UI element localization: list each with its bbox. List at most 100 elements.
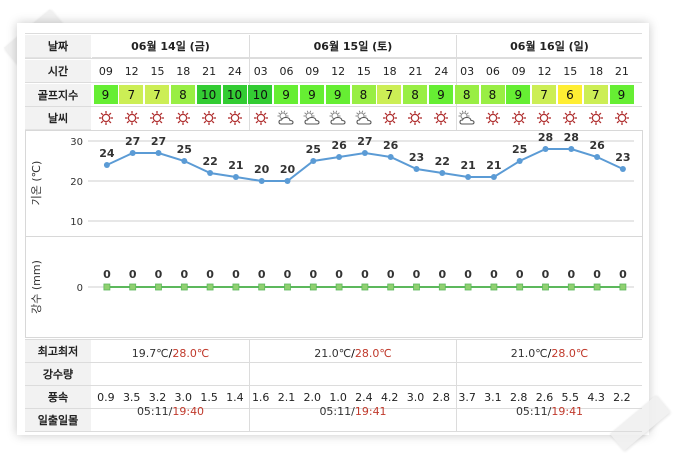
sun-icon	[248, 108, 274, 128]
wind-cell: 4.3	[587, 390, 605, 404]
partly-cloudy-icon	[274, 108, 300, 128]
temperature-point	[465, 174, 472, 180]
temperature-data-label: 21	[460, 159, 475, 172]
golf-index-cell: 10	[248, 85, 273, 104]
golf-index-cell: 7	[145, 85, 170, 104]
precipitation-data-label: 0	[232, 268, 240, 281]
temperature-data-label: 22	[202, 155, 217, 168]
temperature-chart: 기온 (℃) 30 20 10 24 27 27 25 22 21 20 20 25 26 27 26 23 2…	[25, 130, 643, 237]
golf-index-cell: 9	[428, 85, 453, 104]
precipitation-point	[335, 283, 343, 291]
precipitation-data-label: 0	[335, 268, 343, 281]
wind-cell: 2.1	[277, 390, 296, 404]
hour-cell: 09	[305, 64, 320, 78]
precipitation-data-label: 0	[413, 268, 421, 281]
precipitation-data-label: 0	[103, 268, 111, 281]
partly-cloudy-icon	[325, 108, 351, 128]
temperature-point	[439, 170, 446, 176]
temperature-chart-svg: 기온 (℃) 30 20 10 24 27 27 25 22 21 20 20 25 26 27 26 23 2…	[30, 131, 634, 228]
date-header-day3: 06월 16일 (일)	[457, 35, 642, 58]
sun-icon	[119, 108, 145, 128]
date-header-day1: 06월 14일 (금)	[92, 35, 249, 58]
wind-cell: 2.6	[535, 390, 554, 404]
temperature-data-label: 25	[306, 143, 321, 156]
golf-index-cell: 9	[93, 85, 118, 104]
precipitation-data-label: 0	[619, 268, 627, 281]
precipitation-data-label: 0	[438, 268, 446, 281]
sunset-time: 19:41	[551, 404, 584, 418]
partly-cloudy-icon	[351, 108, 377, 128]
hour-cell: 06	[485, 64, 500, 78]
table-divider	[25, 385, 642, 386]
min-max-day3: 21.0℃/28.0℃	[510, 346, 589, 360]
temperature-data-label: 28	[564, 131, 579, 144]
precipitation-point	[542, 283, 549, 291]
temperature-tick-label: 20	[70, 177, 83, 188]
precipitation-data-label: 0	[258, 268, 266, 281]
temperature-tick-label: 30	[70, 137, 83, 148]
golf-index-cell: 9	[274, 85, 299, 104]
temperature-data-label: 23	[409, 151, 424, 164]
table-divider	[25, 58, 642, 59]
hour-cell: 18	[176, 64, 191, 78]
partly-cloudy-icon	[299, 108, 325, 128]
golf-index-cell: 10	[196, 85, 221, 104]
day-separator	[456, 35, 457, 130]
temperature-point	[207, 170, 214, 176]
golf-index-cell: 8	[170, 85, 195, 104]
hour-cell: 18	[382, 64, 397, 78]
temperature-point	[568, 146, 575, 152]
sunset-time: 19:41	[354, 404, 387, 418]
precipitation-chart: 강수 (mm) 0 0 0 0 0 0 0 0 0 0 0 0 0 0 0 0 0 0 0 0 0 0	[25, 236, 643, 338]
precipitation-data-label: 0	[129, 268, 137, 281]
precipitation-data-label: 0	[284, 268, 292, 281]
precipitation-point	[387, 283, 395, 291]
wind-cell: 3.7	[458, 390, 476, 404]
wind-cell: 2.8	[509, 390, 528, 404]
row-label-min-max: 최고최저	[25, 340, 91, 363]
wind-cell: 3.0	[174, 390, 193, 404]
wind-cell: 1.6	[251, 390, 270, 404]
precipitation-point	[258, 283, 266, 291]
hour-cell: 24	[434, 64, 449, 78]
precipitation-data-label: 0	[490, 268, 498, 281]
hour-cell: 09	[98, 64, 113, 78]
temperature-data-label: 20	[254, 163, 270, 176]
precipitation-chart-svg: 강수 (mm) 0 0 0 0 0 0 0 0 0 0 0 0 0 0 0 0 0 0 0 0 0 0	[30, 260, 634, 314]
wind-cell: 1.0	[329, 390, 347, 404]
precipitation-data-label: 0	[309, 268, 317, 281]
golf-index-cell: 8	[351, 85, 376, 104]
precipitation-point	[103, 283, 111, 291]
golf-index-cell: 9	[609, 85, 634, 104]
table-divider	[25, 339, 642, 340]
temperature-point	[258, 178, 265, 184]
wind-cell: 3.0	[406, 390, 425, 404]
min-temp: 19.7℃	[131, 346, 169, 360]
golf-index-cell: 9	[299, 85, 324, 104]
wind-cell: 0.9	[97, 390, 115, 404]
row-label-sunrise-sunset: 일출일몰	[25, 409, 91, 432]
min-temp: 21.0℃	[314, 346, 352, 360]
temperature-data-label: 21	[228, 159, 243, 172]
table-divider	[25, 33, 642, 34]
wind-cell: 3.1	[484, 390, 502, 404]
precipitation-data-label: 0	[361, 268, 369, 281]
precipitation-point	[129, 283, 137, 291]
wind-cell: 2.2	[613, 390, 631, 404]
table-divider	[25, 82, 642, 83]
temperature-point	[542, 146, 549, 152]
max-temp: 28.0℃	[354, 346, 392, 360]
wind-cell: 5.5	[561, 390, 580, 404]
temperature-data-label: 20	[280, 163, 296, 176]
hour-cell: 03	[253, 64, 268, 78]
temperature-data-label: 25	[512, 143, 527, 156]
precipitation-point	[284, 283, 291, 291]
precipitation-point	[593, 283, 601, 291]
golf-index-cell: 6	[557, 85, 582, 104]
precipitation-point	[464, 283, 472, 291]
hour-cell: 12	[331, 64, 346, 78]
golf-index-cell: 7	[583, 85, 608, 104]
sun-times-day1: 05:11/19:40	[136, 404, 205, 418]
sun-icon	[609, 108, 635, 128]
day-separator	[249, 339, 250, 431]
